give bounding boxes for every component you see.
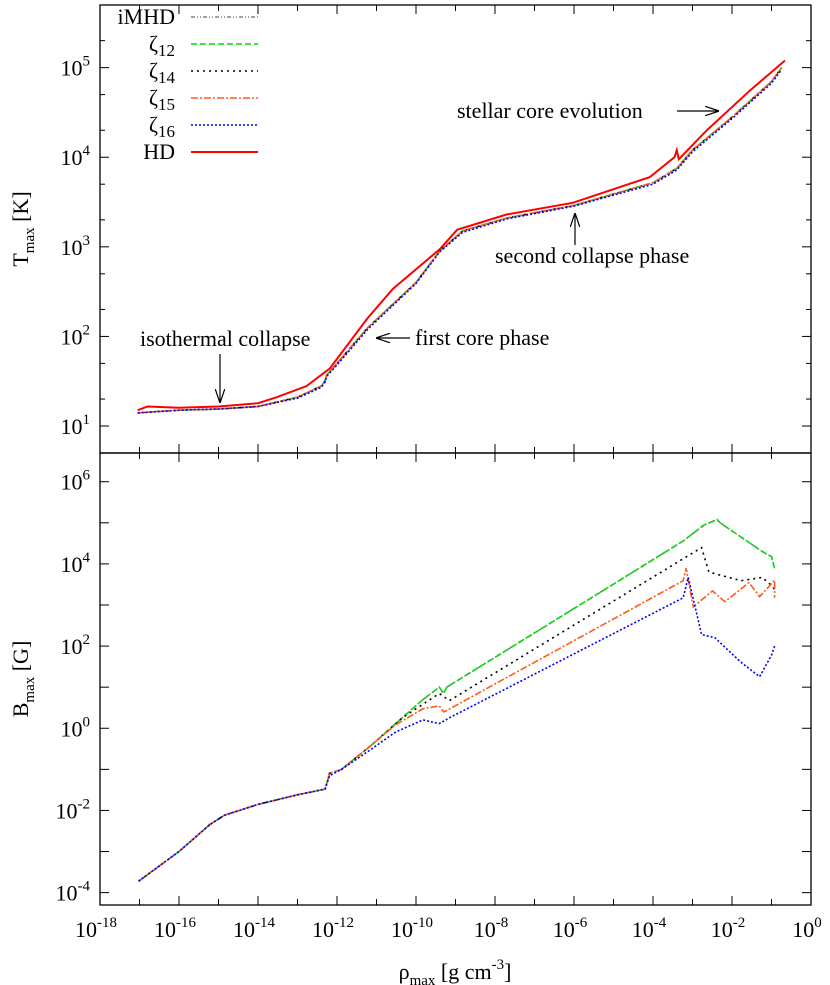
y-tick-label: 10-4	[56, 879, 91, 906]
annotations: isothermal collapse first core phase secon…	[140, 98, 718, 402]
y-tick-label: 104	[61, 143, 91, 170]
y-tick-label: 104	[61, 550, 91, 577]
y-tick-label: 103	[61, 233, 91, 260]
x-tick-label: 10-8	[474, 915, 509, 942]
x-tick-label: 10-14	[233, 915, 275, 942]
x-tick-label: 10-18	[75, 915, 117, 942]
y-tick-label: 105	[61, 54, 91, 81]
x-tick-label: 10-16	[154, 915, 196, 942]
x-tick-label: 10-6	[553, 915, 588, 942]
x-axis-label: ρmax [g cm-3]	[399, 957, 512, 985]
x-tick-label: 10-12	[312, 915, 354, 942]
x-tick-label: 10-2	[711, 915, 746, 942]
legend-label: ζ16	[149, 112, 175, 141]
annotation-label: isothermal collapse	[140, 326, 310, 351]
x-tick-label: 10-10	[391, 915, 433, 942]
y-tick-label: 106	[61, 468, 91, 495]
series-line-zeta16	[137, 69, 783, 414]
y-tick-label: 102	[61, 632, 91, 659]
plot-frame	[99, 4, 812, 454]
y-tick-label: 101	[61, 412, 91, 439]
y-tick-label: 102	[61, 322, 91, 349]
plot-frame	[99, 452, 812, 906]
annotation-label: first core phase	[415, 325, 549, 350]
x-tick-label: 100	[792, 915, 822, 942]
y-tick-label: 10-2	[56, 796, 91, 823]
legend-label: ζ12	[149, 31, 175, 60]
annotation-label: stellar core evolution	[457, 98, 643, 123]
legend-label: HD	[143, 139, 175, 164]
y-ticks: 10-4 10-2 100 102 104 106	[56, 468, 811, 906]
legend-label: ζ15	[149, 85, 175, 114]
series-line-HD	[137, 59, 786, 412]
y-axis-label: Tmax [K]	[8, 191, 38, 266]
series-line-zeta12	[138, 518, 776, 882]
legend-label: iMHD	[118, 4, 175, 29]
series-line-iMHD	[138, 518, 776, 882]
series-line-zeta16	[138, 577, 776, 882]
legend-label: ζ14	[149, 58, 176, 87]
x-tick-label: 10-4	[632, 915, 667, 942]
top-panel-temperature: 101 102 103 104 105 Tmax [K]	[8, 4, 812, 454]
bottom-panel-magnetic-field: 10-4 10-2 100 102 104 106 Bmax [G]	[8, 452, 812, 906]
y-axis-label: Bmax [G]	[8, 641, 38, 718]
x-axis: 10-18 10-16 10-14 10-12 10-10 10-8 10-6 10-4 10-…	[75, 915, 822, 985]
y-tick-label: 100	[61, 714, 91, 741]
annotation-label: second collapse phase	[495, 243, 689, 268]
series-line-zeta15	[138, 568, 776, 882]
